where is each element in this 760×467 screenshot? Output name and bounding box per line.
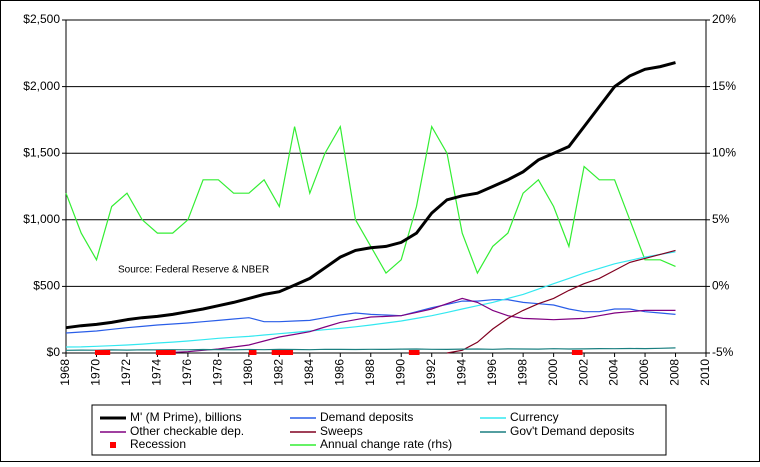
x-tick-label: 1990 [393, 359, 407, 386]
x-tick-label: 1972 [119, 359, 133, 386]
x-tick-label: 1982 [272, 359, 286, 386]
y-tick-label: $1,500 [23, 145, 60, 159]
x-tick-label: 1976 [180, 359, 194, 386]
y-tick-label: $1,000 [23, 212, 60, 226]
x-tick-label: 2010 [698, 359, 712, 386]
x-tick-label: 2006 [637, 359, 651, 386]
series-line [65, 299, 676, 334]
y2-tick-label: 20% [712, 12, 736, 26]
series-line [446, 249, 676, 354]
y-tick-label: $2,000 [23, 79, 60, 93]
x-tick-label: 2000 [546, 359, 560, 386]
y2-tick-label: 5% [712, 212, 730, 226]
legend-label: Sweeps [320, 424, 363, 438]
x-tick-label: 1986 [332, 359, 346, 386]
recession-bar [248, 350, 257, 355]
x-tick-label: 1998 [515, 359, 529, 386]
legend-label: Recession [130, 437, 186, 451]
legend-label: Annual change rate (rhs) [320, 437, 452, 451]
plot-area [65, 19, 707, 354]
y-tick-label: $0 [47, 345, 61, 359]
legend-swatch [110, 442, 116, 448]
legend-label: Demand deposits [320, 410, 413, 424]
legend-box [91, 404, 667, 456]
legend-label: Other checkable dep. [130, 424, 244, 438]
annotation: Source: Federal Reserve & NBER [118, 265, 269, 276]
recession-bar [94, 350, 111, 355]
recession-bar [155, 350, 176, 355]
x-tick-label: 1988 [363, 359, 377, 386]
legend-label: Gov't Demand deposits [510, 424, 634, 438]
x-tick-label: 1970 [89, 359, 103, 386]
x-tick-label: 2004 [607, 359, 621, 386]
x-tick-label: 1984 [302, 359, 316, 386]
y2-tick-label: 15% [712, 79, 736, 93]
x-tick-label: 1980 [241, 359, 255, 386]
recession-bar [271, 350, 294, 355]
recession-bar [571, 350, 583, 355]
series-line [157, 297, 676, 354]
y2-tick-label: -5% [712, 345, 734, 359]
series-line [65, 251, 676, 348]
x-tick-label: 1996 [485, 359, 499, 386]
y2-tick-label: 0% [712, 279, 730, 293]
series-line [65, 61, 676, 330]
x-tick-label: 1968 [58, 359, 72, 386]
y-tick-label: $2,500 [23, 12, 60, 26]
y2-tick-label: 10% [712, 145, 736, 159]
recession-bar [408, 350, 420, 355]
x-tick-label: 1992 [424, 359, 438, 386]
x-tick-label: 2008 [668, 359, 682, 386]
x-tick-label: 1994 [454, 359, 468, 386]
legend-label: M' (M Prime), billions [130, 410, 242, 424]
legend-label: Currency [510, 410, 559, 424]
x-tick-label: 1978 [211, 359, 225, 386]
x-tick-label: 2002 [576, 359, 590, 386]
x-tick-label: 1974 [150, 359, 164, 386]
y-tick-label: $500 [33, 279, 60, 293]
series-line [65, 347, 676, 351]
